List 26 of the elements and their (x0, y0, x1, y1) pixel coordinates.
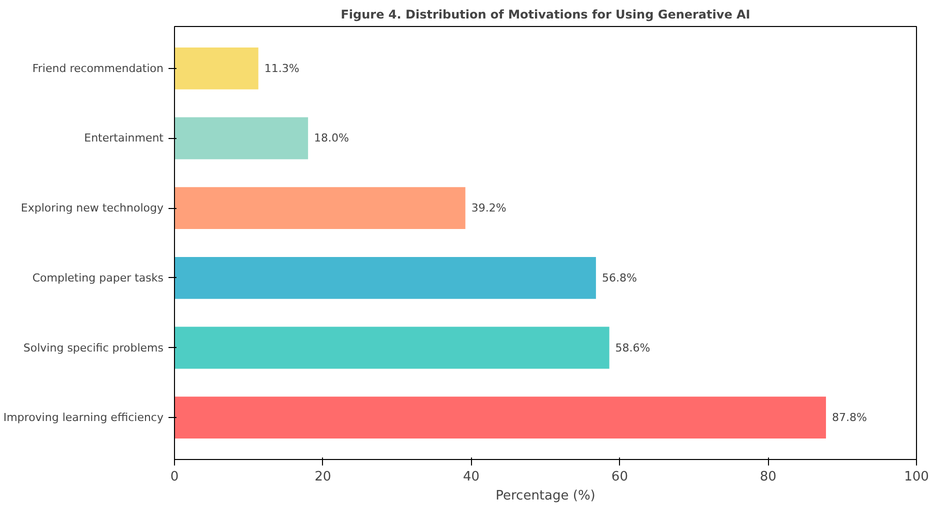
bar (174, 256, 596, 299)
data-label: 11.3% (264, 62, 300, 75)
y-tick-label: Completing paper tasks (32, 271, 164, 284)
x-tick-label: 40 (463, 470, 480, 484)
x-tick-label: 60 (611, 470, 628, 484)
bar (174, 396, 826, 439)
y-tick-label: Exploring new technology (20, 202, 164, 215)
x-tick-label: 100 (904, 470, 929, 484)
bar (174, 187, 466, 230)
data-label: 39.2% (471, 202, 506, 215)
y-tick-label: Improving learning efficiency (3, 411, 164, 424)
data-label: 58.6% (615, 341, 650, 354)
x-tick-label: 0 (170, 470, 179, 484)
x-tick-label: 80 (760, 470, 776, 484)
chart-title: Figure 4. Distribution of Motivations for Using Generative AI (340, 8, 750, 22)
data-label: 56.8% (602, 271, 637, 284)
bar (174, 47, 258, 90)
y-tick-label: Entertainment (84, 132, 164, 145)
x-tick-label: 20 (314, 470, 332, 484)
x-axis-title: Percentage (%) (496, 488, 596, 504)
data-label: 87.8% (832, 411, 867, 424)
bar (174, 326, 610, 369)
y-tick-label: Friend recommendation (32, 62, 164, 75)
bar (174, 117, 308, 160)
data-label: 18.0% (314, 132, 350, 145)
y-tick-label: Solving specific problems (23, 341, 164, 354)
